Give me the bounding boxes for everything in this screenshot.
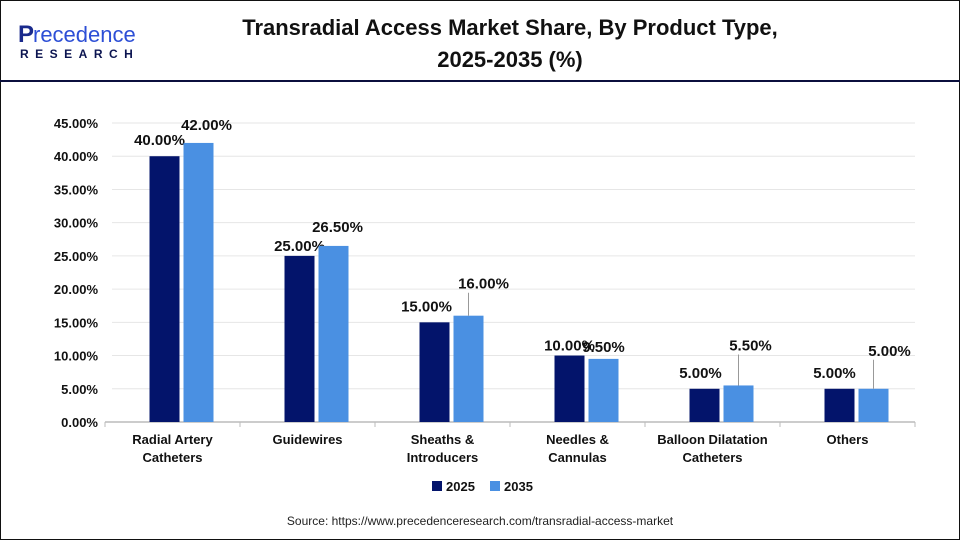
header-divider [0, 80, 960, 82]
data-label: 5.50% [729, 337, 772, 354]
bar-2025 [419, 322, 450, 422]
bar-2025 [824, 388, 855, 422]
svg-text:P: P [18, 21, 34, 48]
legend-label: 2025 [446, 479, 475, 494]
bar-2035 [183, 142, 214, 422]
x-tick-label: Introducers [407, 450, 479, 465]
y-tick-label: 40.00% [54, 149, 99, 164]
bar-2025 [284, 255, 315, 422]
bar-2025 [149, 156, 180, 422]
data-label: 25.00% [274, 238, 325, 255]
y-tick-label: 45.00% [54, 116, 99, 131]
x-tick-label: Balloon Dilatation [657, 432, 768, 447]
y-tick-label: 10.00% [54, 349, 99, 364]
source-text: Source: https://www.precedenceresearch.c… [286, 514, 674, 528]
x-tick-label: Guidewires [272, 432, 342, 447]
x-tick-label: Others [827, 432, 869, 447]
bar-2025 [689, 388, 720, 422]
chart-title: Transradial Access Market Share, By Prod… [230, 12, 790, 76]
legend-swatch-2025 [432, 481, 442, 491]
bar-2035 [453, 315, 484, 422]
y-tick-label: 35.00% [54, 182, 99, 197]
bar-2025 [554, 355, 585, 422]
x-tick-label: Catheters [683, 450, 743, 465]
x-tick-label: Cannulas [548, 450, 607, 465]
data-label: 26.50% [312, 219, 363, 236]
data-label: 42.00% [181, 117, 232, 134]
bar-2035 [588, 358, 619, 422]
legend-label: 2035 [504, 479, 533, 494]
data-label: 16.00% [458, 276, 509, 293]
svg-text:recedence: recedence [33, 22, 136, 47]
bar-2035 [723, 385, 754, 422]
data-label: 40.00% [134, 132, 185, 149]
data-label: 15.00% [401, 298, 452, 315]
y-tick-label: 25.00% [54, 249, 99, 264]
y-tick-label: 0.00% [61, 415, 98, 430]
y-tick-label: 15.00% [54, 315, 99, 330]
svg-text:RESEARCH: RESEARCH [20, 47, 139, 60]
data-label: 10.00% [544, 338, 595, 355]
precedence-research-logo: P recedence RESEARCH [18, 21, 139, 60]
title-line-2: 2025-2035 (%) [437, 47, 583, 72]
legend-swatch-2035 [490, 481, 500, 491]
data-label: 5.00% [868, 343, 911, 360]
bar-2035 [858, 388, 889, 422]
data-label: 9.50% [582, 339, 625, 356]
data-label: 5.00% [813, 365, 856, 382]
x-tick-label: Radial Artery [132, 432, 213, 447]
x-tick-label: Needles & [546, 432, 609, 447]
data-label: 5.00% [679, 365, 722, 382]
bar-2035 [318, 245, 349, 422]
title-line-1: Transradial Access Market Share, By Prod… [242, 15, 778, 40]
x-tick-label: Sheaths & [411, 432, 475, 447]
y-tick-label: 5.00% [61, 382, 98, 397]
x-tick-label: Catheters [143, 450, 203, 465]
y-tick-label: 30.00% [54, 216, 99, 231]
y-tick-label: 20.00% [54, 282, 99, 297]
